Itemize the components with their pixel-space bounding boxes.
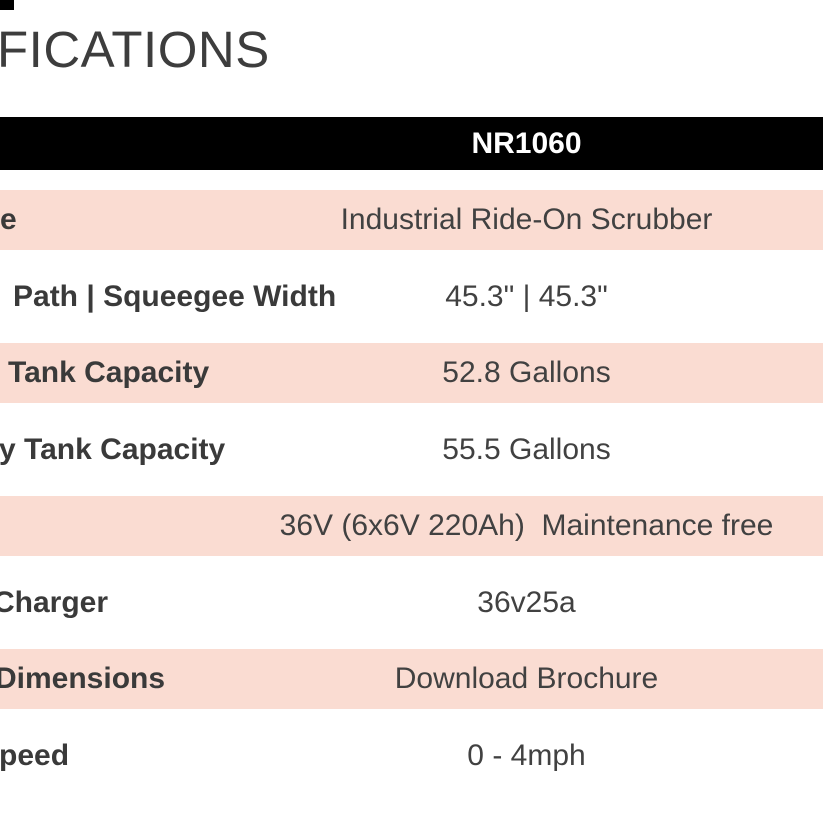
row-label: peed <box>0 738 70 772</box>
row-label: y Tank Capacity <box>0 432 226 466</box>
row-label: Tank Capacity <box>8 356 210 389</box>
row-label: Dimensions <box>0 662 166 695</box>
table-header-row: NR1060 <box>0 117 823 170</box>
table-row: y Tank Capacity 55.5 Gallons <box>0 419 823 480</box>
table-row: Path | Squeegee Width 45.3" | 45.3" <box>0 266 823 327</box>
row-value: 36V (6x6V 220Ah) Maintenance free <box>279 509 774 542</box>
row-value: 45.3" | 45.3" <box>445 279 608 313</box>
table-row: 36V (6x6V 220Ah) Maintenance free <box>0 496 823 556</box>
table-row: e Industrial Ride-On Scrubber <box>0 190 823 250</box>
download-brochure-link[interactable]: Download Brochure <box>394 662 659 695</box>
model-name: NR1060 <box>471 127 582 160</box>
corner-black-fragment <box>0 0 14 10</box>
row-value: 55.5 Gallons <box>442 432 611 466</box>
row-value: Industrial Ride-On Scrubber <box>340 203 713 236</box>
row-value: 36v25a <box>477 585 576 619</box>
table-row: Charger 36v25a <box>0 572 823 633</box>
row-label: Charger <box>0 585 109 619</box>
table-row: Dimensions Download Brochure <box>0 649 823 709</box>
table-row: peed 0 - 4mph <box>0 725 823 786</box>
row-value: 52.8 Gallons <box>442 356 611 389</box>
row-label: Path | Squeegee Width <box>13 279 337 313</box>
table-row: Tank Capacity 52.8 Gallons <box>0 343 823 403</box>
row-value: 0 - 4mph <box>467 738 586 772</box>
page-title: FICATIONS <box>0 21 270 78</box>
row-label: e <box>0 203 17 236</box>
